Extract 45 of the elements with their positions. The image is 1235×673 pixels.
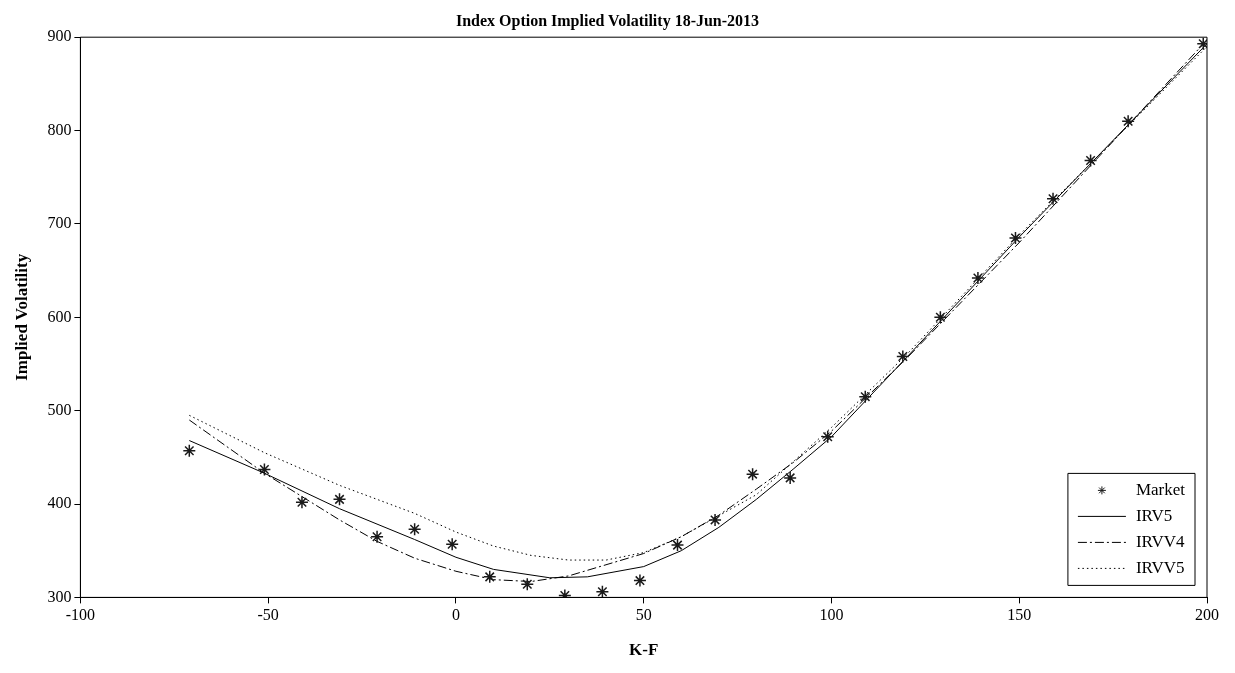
point bbox=[370, 529, 384, 544]
point bbox=[820, 430, 835, 444]
point bbox=[257, 462, 272, 477]
y-tick-label: 600 bbox=[47, 307, 72, 325]
x-tick-label: 150 bbox=[1007, 606, 1032, 624]
point bbox=[1046, 191, 1060, 206]
x-tick-label: -50 bbox=[257, 606, 279, 624]
point bbox=[858, 389, 873, 404]
point bbox=[670, 538, 685, 552]
point bbox=[745, 467, 760, 481]
x-tick-label: 100 bbox=[819, 606, 844, 624]
y-tick-label: 800 bbox=[47, 120, 72, 138]
point bbox=[783, 471, 797, 485]
point bbox=[407, 522, 422, 536]
y-tick-label: 500 bbox=[47, 400, 72, 418]
point bbox=[332, 492, 347, 507]
point bbox=[971, 271, 985, 285]
y-tick-label: 700 bbox=[47, 214, 72, 232]
point bbox=[1083, 153, 1098, 168]
x-tick-label: -100 bbox=[65, 606, 96, 624]
point bbox=[445, 537, 459, 551]
point bbox=[896, 349, 910, 364]
y-axis-title: Implied Volatility bbox=[11, 253, 31, 381]
chart-title: Index Option Implied Volatility 18-Jun-2013 bbox=[455, 11, 760, 30]
x-tick-label: 0 bbox=[451, 606, 460, 624]
x-tick-label: 200 bbox=[1195, 606, 1219, 624]
point bbox=[1008, 231, 1023, 245]
y-tick-label: 300 bbox=[47, 587, 72, 605]
point bbox=[520, 577, 535, 592]
point bbox=[182, 444, 197, 458]
y-tick-label: 900 bbox=[47, 27, 72, 45]
point bbox=[708, 513, 722, 527]
point bbox=[933, 310, 948, 325]
x-axis-title: K-F bbox=[629, 640, 659, 660]
legend-label: IRVV5 bbox=[1135, 557, 1185, 577]
y-tick-label: 400 bbox=[47, 494, 72, 512]
legend-label: Market bbox=[1135, 479, 1186, 499]
point bbox=[633, 573, 647, 588]
point bbox=[595, 585, 610, 598]
point bbox=[482, 570, 497, 584]
point bbox=[295, 495, 309, 509]
x-tick-label: 50 bbox=[635, 606, 652, 624]
legend-label: IRVV4 bbox=[1135, 531, 1186, 551]
legend-label: IRV5 bbox=[1135, 505, 1173, 525]
point bbox=[1121, 114, 1135, 128]
